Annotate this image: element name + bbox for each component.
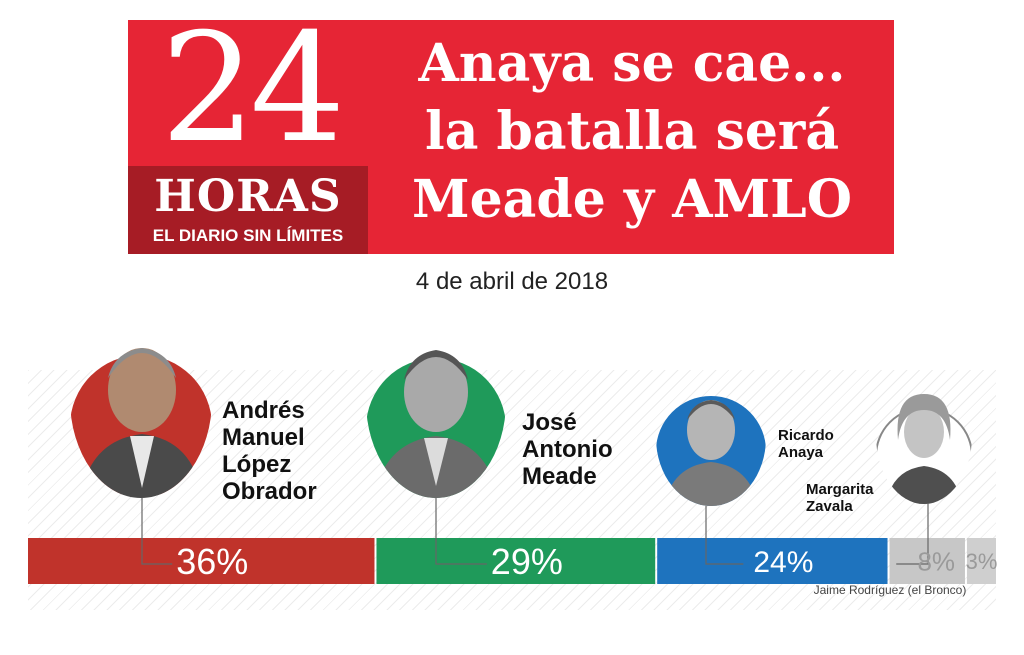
headline: Anaya se cae... la batalla será Meade y …	[378, 30, 886, 240]
category-label-bronco: Jaime Rodríguez (el Bronco)	[814, 583, 967, 597]
bar-value-label: 24%	[753, 546, 813, 579]
candidate-name-anaya: Ricardo Anaya	[778, 427, 834, 461]
bar-value-label: 8%	[917, 546, 955, 576]
candidate-name-meade: José Antonio Meade	[522, 409, 613, 490]
bar-segment	[657, 538, 888, 584]
masthead-number: 24	[160, 2, 346, 176]
bar-segment	[966, 538, 996, 584]
bar-value-label: 29%	[491, 541, 563, 582]
candidate-photo-zavala	[876, 380, 972, 504]
headline-line: Anaya se cae...	[418, 33, 846, 94]
candidate-photo-amlo	[70, 318, 212, 498]
bar-segment	[28, 538, 375, 584]
bar-value-label: 3%	[966, 549, 998, 574]
masthead-word: HORAS	[154, 171, 342, 222]
connector-line	[705, 506, 744, 565]
candidate-name-zavala: Margarita Zavala	[806, 481, 874, 515]
candidate-name-amlo: Andrés Manuel López Obrador	[222, 397, 317, 505]
headline-line: la batalla será	[424, 101, 840, 162]
bar-value-label: 36%	[176, 541, 248, 582]
headline-line: Meade y AMLO	[412, 169, 852, 230]
candidate-photo-meade	[366, 322, 506, 498]
connector-line	[896, 504, 929, 565]
publication-date: 4 de abril de 2018	[415, 268, 609, 295]
bar-segment	[889, 538, 965, 584]
candidate-photo-anaya	[656, 382, 766, 506]
bar-segment	[376, 538, 656, 584]
connector-line	[435, 498, 487, 565]
connector-line	[141, 498, 173, 565]
masthead-logo-box	[128, 166, 368, 254]
masthead-tagline: EL DIARIO SIN LÍMITES	[152, 226, 344, 245]
